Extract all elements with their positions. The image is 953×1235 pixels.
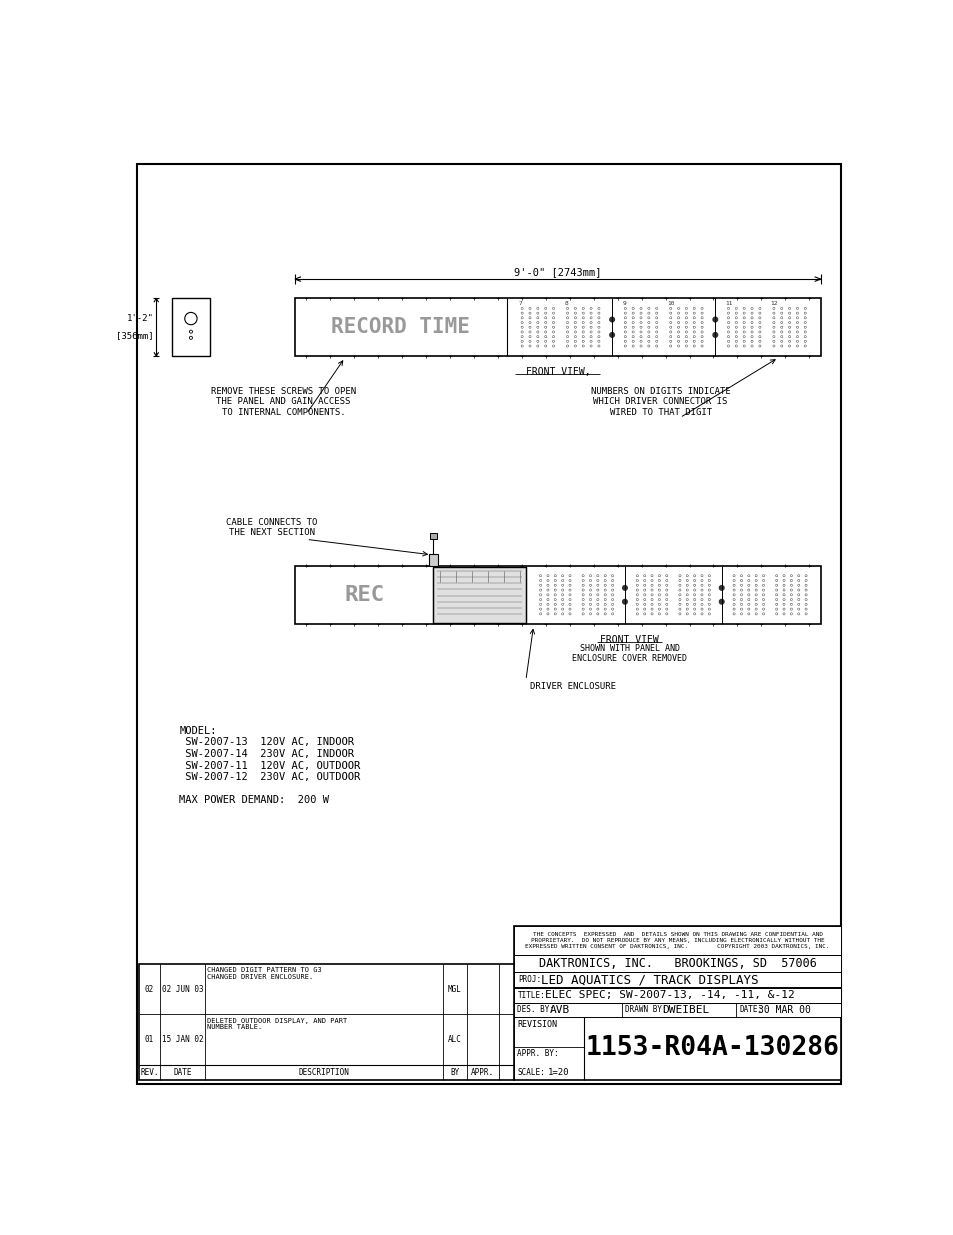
Text: CABLE CONNECTS TO
THE NEXT SECTION: CABLE CONNECTS TO THE NEXT SECTION — [226, 517, 317, 537]
Text: TITLE:: TITLE: — [517, 990, 545, 999]
Text: 02 JUN 03: 02 JUN 03 — [161, 986, 203, 994]
Text: DATE:: DATE: — [739, 1005, 761, 1014]
Text: THE CONCEPTS  EXPRESSED  AND  DETAILS SHOWN ON THIS DRAWING ARE CONFIDENTIAL AND: THE CONCEPTS EXPRESSED AND DETAILS SHOWN… — [525, 932, 829, 948]
Text: BY: BY — [450, 1068, 459, 1077]
Text: DWEIBEL: DWEIBEL — [661, 1005, 709, 1015]
Bar — [514, 1003, 840, 1016]
Text: 12: 12 — [770, 300, 778, 305]
Bar — [514, 988, 840, 1003]
Circle shape — [622, 585, 627, 590]
Text: PROJ:: PROJ: — [517, 976, 540, 984]
Text: MODEL:
 SW-2007-13  120V AC, INDOOR
 SW-2007-14  230V AC, INDOOR
 SW-2007-11  12: MODEL: SW-2007-13 120V AC, INDOOR SW-200… — [179, 726, 360, 805]
Text: DELETED OUTDOOR DISPLAY, AND PART: DELETED OUTDOOR DISPLAY, AND PART — [207, 1018, 347, 1024]
Circle shape — [719, 599, 723, 604]
Text: 11: 11 — [724, 300, 732, 305]
Text: [356mm]: [356mm] — [116, 331, 153, 341]
Text: DAKTRONICS, INC.   BROOKINGS, SD  57006: DAKTRONICS, INC. BROOKINGS, SD 57006 — [538, 957, 816, 971]
Text: 9'-0" [2743mm]: 9'-0" [2743mm] — [514, 267, 601, 277]
Text: SCALE:: SCALE: — [517, 1068, 544, 1077]
Text: ALC: ALC — [448, 1035, 461, 1044]
Bar — [294, 566, 820, 624]
Text: FRONT VIEW: FRONT VIEW — [599, 635, 659, 645]
Bar — [294, 299, 820, 356]
Text: REMOVE THESE SCREWS TO OPEN
THE PANEL AND GAIN ACCESS
TO INTERNAL COMPONENTS.: REMOVE THESE SCREWS TO OPEN THE PANEL AN… — [211, 387, 355, 416]
Text: 1'-2": 1'-2" — [127, 314, 153, 324]
Text: SHOWN WITH PANEL AND
ENCLOSURE COVER REMOVED: SHOWN WITH PANEL AND ENCLOSURE COVER REM… — [572, 645, 686, 663]
Circle shape — [609, 317, 614, 322]
Bar — [429, 555, 437, 566]
Text: APPR. BY:: APPR. BY: — [517, 1050, 558, 1058]
Circle shape — [712, 317, 717, 322]
Bar — [514, 972, 840, 988]
Bar — [514, 926, 840, 955]
Text: NUMBER TABLE.: NUMBER TABLE. — [207, 1025, 262, 1030]
Text: 10: 10 — [667, 300, 675, 305]
Text: REC: REC — [344, 585, 384, 605]
Text: CHANGED DIGIT PATTERN TO G3: CHANGED DIGIT PATTERN TO G3 — [207, 967, 321, 973]
Text: 01: 01 — [145, 1035, 153, 1044]
Text: DESCRIPTION: DESCRIPTION — [298, 1068, 349, 1077]
Text: 15 JAN 02: 15 JAN 02 — [161, 1035, 203, 1044]
Text: LED AQUATICS / TRACK DISPLAYS: LED AQUATICS / TRACK DISPLAYS — [540, 973, 758, 987]
Bar — [430, 534, 436, 540]
Bar — [514, 926, 840, 1079]
Circle shape — [622, 599, 627, 604]
Text: 7: 7 — [518, 300, 522, 305]
Text: DES. BY:: DES. BY: — [517, 1005, 554, 1014]
Circle shape — [609, 332, 614, 337]
Circle shape — [712, 332, 717, 337]
Text: DRIVER ENCLOSURE: DRIVER ENCLOSURE — [529, 682, 615, 690]
Text: CHANGED DRIVER ENCLOSURE.: CHANGED DRIVER ENCLOSURE. — [207, 974, 313, 981]
Text: 02: 02 — [145, 986, 153, 994]
Text: REV.: REV. — [140, 1068, 158, 1077]
Text: DATE: DATE — [173, 1068, 192, 1077]
Text: NUMBERS ON DIGITS INDICATE
WHICH DRIVER CONNECTOR IS
WIRED TO THAT DIGIT: NUMBERS ON DIGITS INDICATE WHICH DRIVER … — [590, 387, 730, 416]
Text: 30 MAR 00: 30 MAR 00 — [757, 1005, 810, 1015]
Bar — [172, 299, 210, 356]
Text: 1=20: 1=20 — [548, 1068, 569, 1077]
Text: RECORD TIME: RECORD TIME — [331, 317, 469, 337]
Text: REVISION: REVISION — [517, 1020, 557, 1029]
Bar — [514, 955, 840, 972]
Text: MGL: MGL — [448, 986, 461, 994]
Text: APPR.: APPR. — [471, 1068, 494, 1077]
Text: 9: 9 — [621, 300, 625, 305]
Text: 1153-R04A-130286: 1153-R04A-130286 — [584, 1035, 839, 1061]
Text: AVB: AVB — [549, 1005, 569, 1015]
Bar — [433, 567, 525, 622]
Text: FRONT VIEW,: FRONT VIEW, — [525, 367, 590, 377]
Circle shape — [719, 585, 723, 590]
Bar — [138, 965, 514, 1079]
Text: DRAWN BY:: DRAWN BY: — [624, 1005, 666, 1014]
Text: ELEC SPEC; SW-2007-13, -14, -11, &-12: ELEC SPEC; SW-2007-13, -14, -11, &-12 — [544, 990, 794, 1000]
Text: 8: 8 — [564, 300, 568, 305]
